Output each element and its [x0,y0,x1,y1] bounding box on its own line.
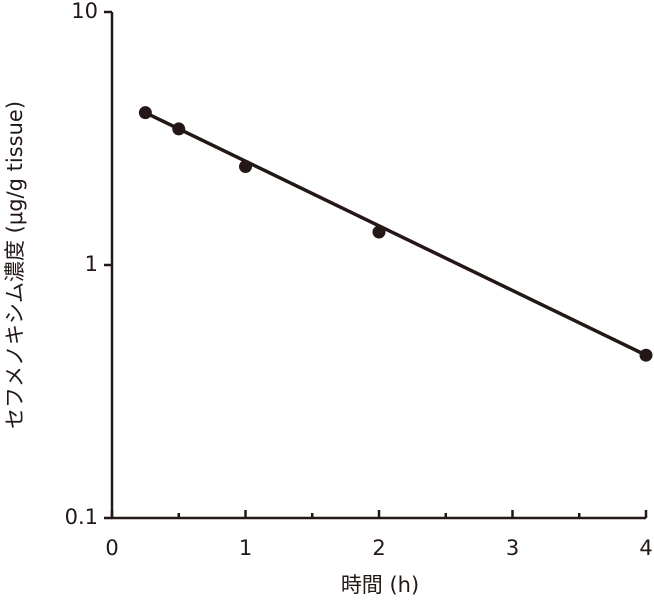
x-tick-label: 3 [506,536,519,560]
y-axis-label: セフメノキシム濃度 (μg/g tissue) [3,101,27,429]
x-axis-label: 時間 (h) [341,573,419,597]
x-tick-label: 1 [239,536,252,560]
point [172,122,186,136]
x-tick-label: 4 [639,536,652,560]
point [639,348,653,362]
y-tick-label: 0.1 [65,505,98,529]
x-tick-label: 0 [105,536,118,560]
fit-line [144,111,647,357]
x-tick-label: 2 [372,536,385,560]
y-tick-label: 1 [85,252,98,276]
point [239,160,252,174]
point [138,106,152,120]
y-tick-label: 10 [71,0,98,23]
point [372,225,386,239]
